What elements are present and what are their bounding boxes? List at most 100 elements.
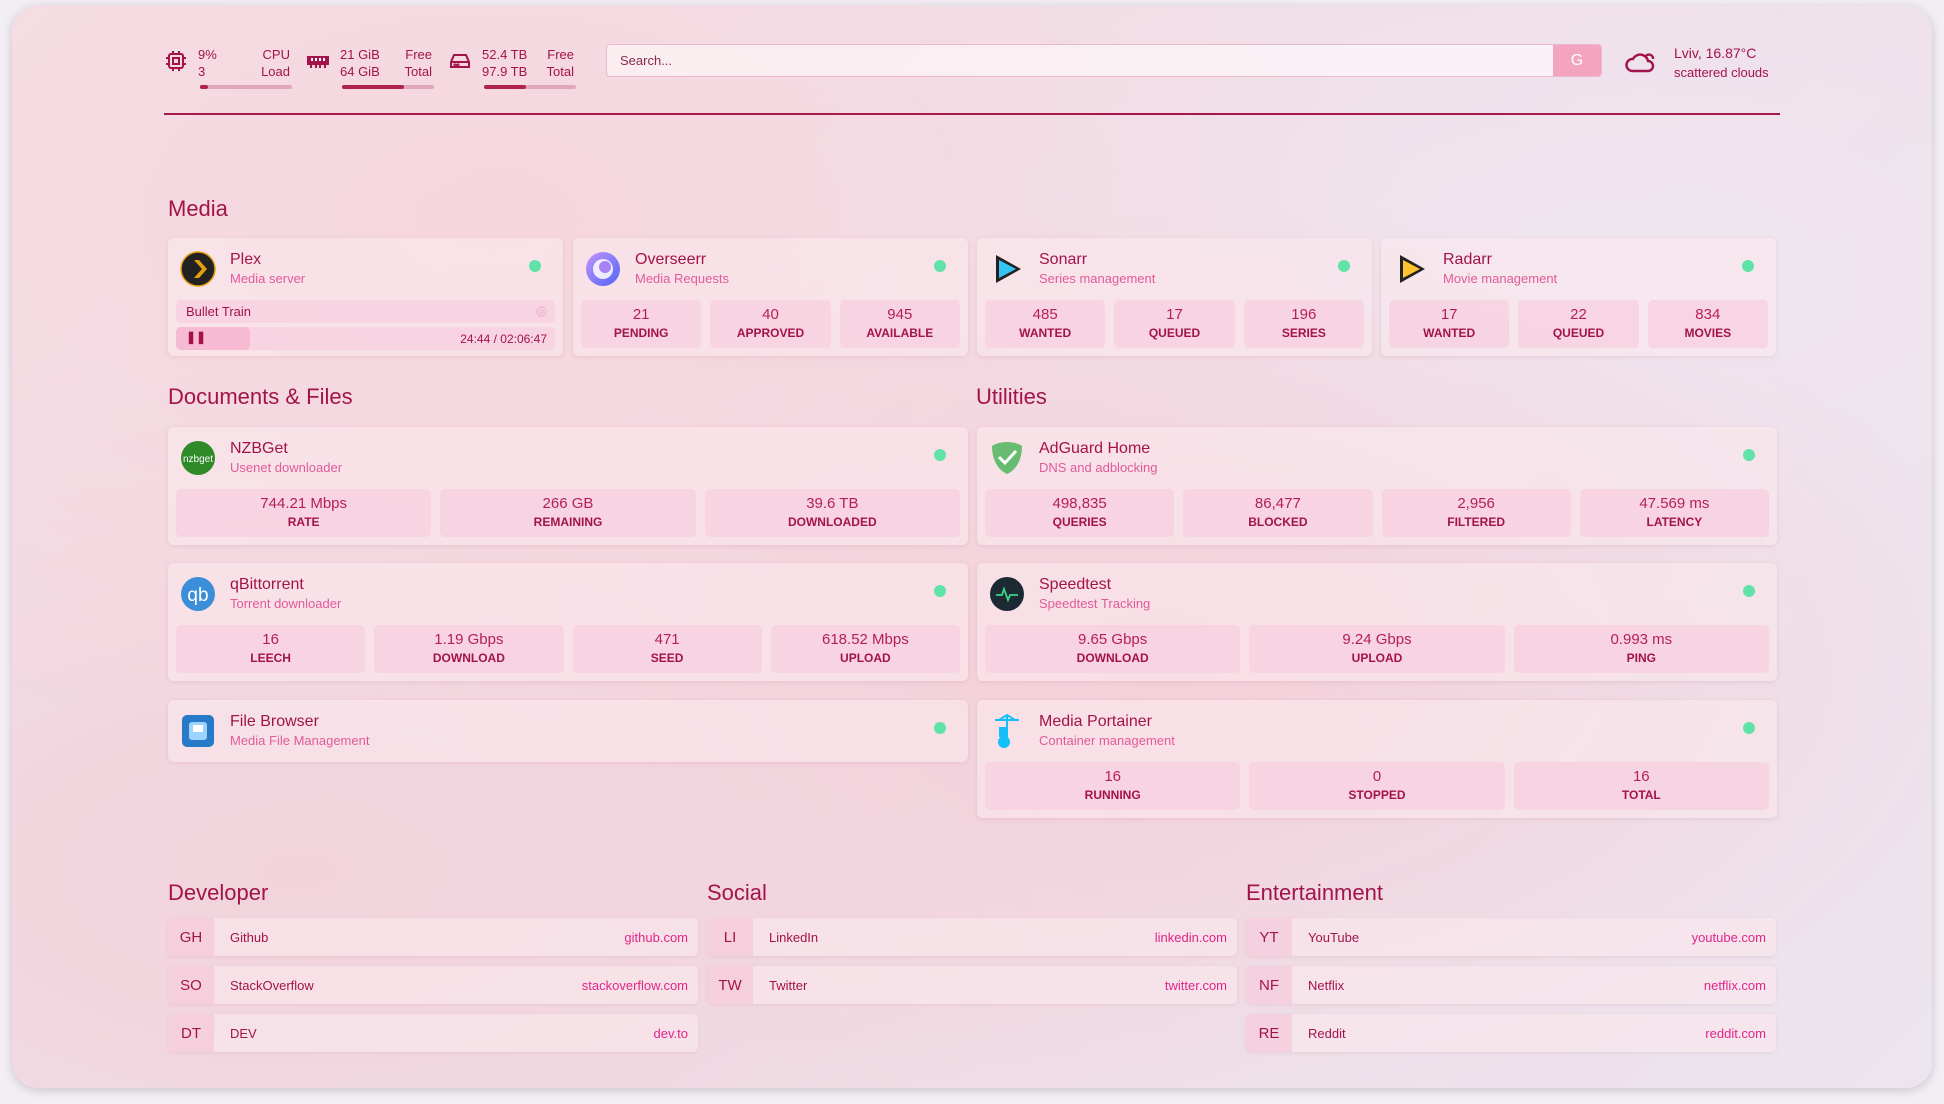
stat-label: PING: [1626, 651, 1656, 665]
stat-label: DOWNLOAD: [432, 651, 505, 665]
bookmark-url[interactable]: reddit.com: [1705, 1025, 1766, 1041]
stat-total: 16 TOTAL: [1513, 762, 1769, 810]
portainer-icon: [989, 713, 1025, 749]
bookmark-name[interactable]: Twitter: [769, 977, 808, 993]
disk-free: 52.4 TB: [482, 47, 528, 62]
service-description: Media Requests: [635, 271, 729, 286]
service-stats: 9.65 Gbps DOWNLOAD 9.24 Gbps UPLOAD 0.993 ms…: [985, 625, 1769, 673]
service-card-nzbget[interactable]: nzbget NZBGet Usenet downloader 744.21 Mb…: [168, 427, 968, 545]
stat-label: APPROVED: [736, 326, 805, 340]
service-card-portainer[interactable]: Media Portainer Container management 16 RU…: [977, 700, 1777, 818]
playback-progress[interactable]: ❚❚ 24:44 / 02:06:47: [176, 327, 555, 350]
section-documents-files: Documents & Files: [168, 384, 353, 409]
bookmark-name[interactable]: DEV: [230, 1025, 257, 1041]
bookmark-name[interactable]: LinkedIn: [769, 929, 819, 945]
bookmark-name[interactable]: StackOverflow: [230, 977, 314, 993]
radarr-icon: [1393, 251, 1429, 287]
status-online-indicator: [1742, 260, 1754, 272]
service-card-speedtest[interactable]: Speedtest Speedtest Tracking 9.65 Gbps DOW…: [977, 563, 1777, 681]
service-name[interactable]: Speedtest: [1039, 576, 1112, 593]
service-name[interactable]: Radarr: [1443, 251, 1492, 268]
svg-text:qb: qb: [187, 585, 208, 606]
stat-upload: 618.52 Mbps UPLOAD: [770, 625, 960, 673]
stat-value: 47.569 ms: [1639, 495, 1710, 512]
service-description: Media File Management: [230, 733, 370, 748]
stat-label: PENDING: [613, 326, 669, 340]
stat-value: 17: [1166, 306, 1183, 323]
stat-value: 0.993 ms: [1610, 631, 1673, 648]
stat-wanted: 485 WANTED: [985, 300, 1106, 348]
bookmark-name[interactable]: Netflix: [1308, 977, 1345, 993]
stat-queued: 22 QUEUED: [1518, 300, 1639, 348]
bookmark-stackoverflow[interactable]: SO StackOverflow stackoverflow.com: [168, 966, 698, 1004]
bookmark-linkedin[interactable]: LI LinkedIn linkedin.com: [707, 918, 1237, 956]
header-divider: [164, 113, 1780, 115]
stat-download: 9.65 Gbps DOWNLOAD: [985, 625, 1241, 673]
status-online-indicator: [934, 449, 946, 461]
service-name[interactable]: Overseerr: [635, 251, 707, 268]
service-stats: 16 RUNNING 0 STOPPED 16 TOTAL: [985, 762, 1769, 810]
service-name[interactable]: Plex: [230, 251, 262, 268]
stat-label: AVAILABLE: [866, 326, 934, 340]
bookmark-url[interactable]: netflix.com: [1703, 977, 1766, 993]
stat-value: 86,477: [1254, 495, 1301, 512]
bookmark-url[interactable]: stackoverflow.com: [581, 977, 688, 993]
bookmark-youtube[interactable]: YT YouTube youtube.com: [1246, 918, 1776, 956]
bookmark-github[interactable]: GH Github github.com: [168, 918, 698, 956]
stat-value: 266 GB: [542, 495, 594, 512]
bookmark-url[interactable]: github.com: [624, 929, 688, 945]
hard-drive-icon: [448, 49, 472, 78]
cpu-load: 3: [198, 64, 206, 79]
bookmark-url[interactable]: youtube.com: [1691, 929, 1766, 945]
service-card-radarr[interactable]: Radarr Movie management 17 WANTED 22 QUEUED 8…: [1381, 238, 1776, 356]
bookmark-name[interactable]: Reddit: [1308, 1025, 1346, 1041]
stat-label: LEECH: [250, 651, 291, 665]
memory-widget: 21 GiB Free 64 GiB Total: [306, 46, 434, 89]
search-input[interactable]: Search...: [620, 53, 673, 68]
now-playing-title: Bullet Train: [186, 304, 252, 319]
bookmark-twitter[interactable]: TW Twitter twitter.com: [707, 966, 1237, 1004]
service-name[interactable]: Media Portainer: [1039, 713, 1152, 730]
pause-icon[interactable]: ❚❚: [186, 330, 207, 344]
speedtest-icon: [989, 576, 1025, 612]
bookmark-reddit[interactable]: RE Reddit reddit.com: [1246, 1014, 1776, 1052]
service-description: Torrent downloader: [230, 596, 342, 611]
stat-label: TOTAL: [1621, 788, 1661, 802]
bookmark-name[interactable]: Github: [230, 929, 269, 945]
bookmark-url[interactable]: dev.to: [653, 1025, 688, 1041]
section-developer: Developer: [168, 880, 269, 905]
bookmark-url[interactable]: linkedin.com: [1154, 929, 1227, 945]
stat-label: UPLOAD: [1351, 651, 1403, 665]
stat-label: UPLOAD: [840, 651, 891, 665]
bookmark-name[interactable]: YouTube: [1308, 929, 1360, 945]
bookmark-dev[interactable]: DT DEV dev.to: [168, 1014, 698, 1052]
now-playing-title-bar: Bullet Train ◎: [176, 300, 555, 323]
stat-queued: 17 QUEUED: [1114, 300, 1235, 348]
bookmark-url[interactable]: twitter.com: [1164, 977, 1227, 993]
service-card-overseerr[interactable]: Overseerr Media Requests 21 PENDING 40 APPRO…: [573, 238, 968, 356]
service-card-filebrowser[interactable]: File Browser Media File Management: [168, 700, 968, 762]
stat-available: 945 AVAILABLE: [839, 300, 960, 348]
service-card-sonarr[interactable]: Sonarr Series management 485 WANTED 17 QUEUE…: [977, 238, 1372, 356]
stat-value: 16: [1632, 768, 1650, 785]
service-card-qbittorrent[interactable]: qb qBittorrent Torrent downloader 16 LEECH…: [168, 563, 968, 681]
service-card-plex[interactable]: Plex Media server Bullet Train ◎ ❚❚ 24:44 /…: [168, 238, 563, 356]
service-name[interactable]: NZBGet: [230, 440, 288, 457]
stat-label: SERIES: [1281, 326, 1326, 340]
bookmark-abbr: DT: [168, 1014, 214, 1052]
bookmark-netflix[interactable]: NF Netflix netflix.com: [1246, 966, 1776, 1004]
service-name[interactable]: AdGuard Home: [1039, 440, 1151, 457]
search-bar[interactable]: Search... G: [606, 44, 1602, 77]
service-card-adguard[interactable]: AdGuard Home DNS and adblocking 498,835 QU…: [977, 427, 1777, 545]
memory-bar: [342, 85, 434, 89]
service-name[interactable]: Sonarr: [1039, 251, 1088, 268]
nzbget-icon: nzbget: [180, 440, 216, 476]
stat-pending: 21 PENDING: [581, 300, 702, 348]
service-name[interactable]: File Browser: [230, 713, 319, 730]
stat-stopped: 0 STOPPED: [1249, 762, 1505, 810]
cpu-widget: 9% CPU 3 Load: [164, 46, 292, 89]
service-name[interactable]: qBittorrent: [230, 576, 304, 593]
service-stats: 485 WANTED 17 QUEUED 196 SERIES: [985, 300, 1364, 348]
stat-label: RATE: [287, 515, 320, 529]
search-engine-button[interactable]: G: [1553, 45, 1601, 76]
